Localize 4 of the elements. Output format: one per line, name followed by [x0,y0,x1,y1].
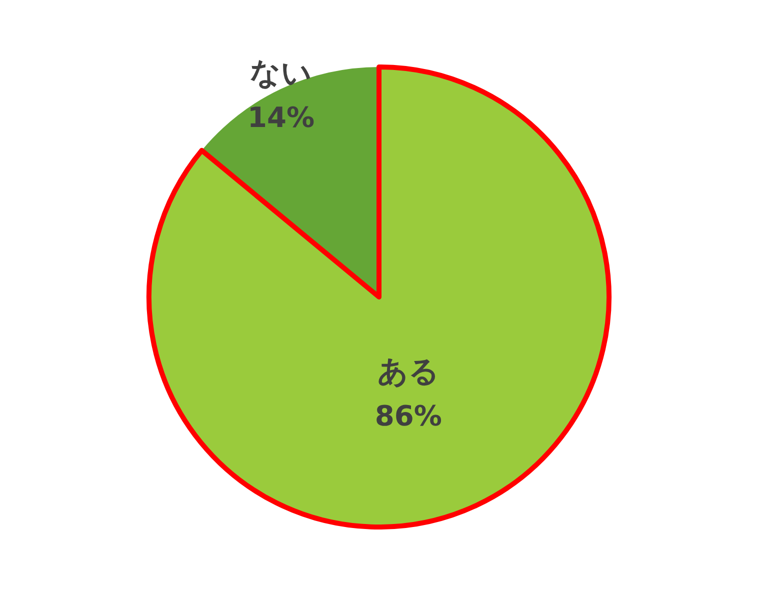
data-label: 14% [248,100,315,134]
data-label: 86% [374,399,442,432]
slice-label: ない [250,56,312,91]
slice-label: ある [377,354,440,390]
